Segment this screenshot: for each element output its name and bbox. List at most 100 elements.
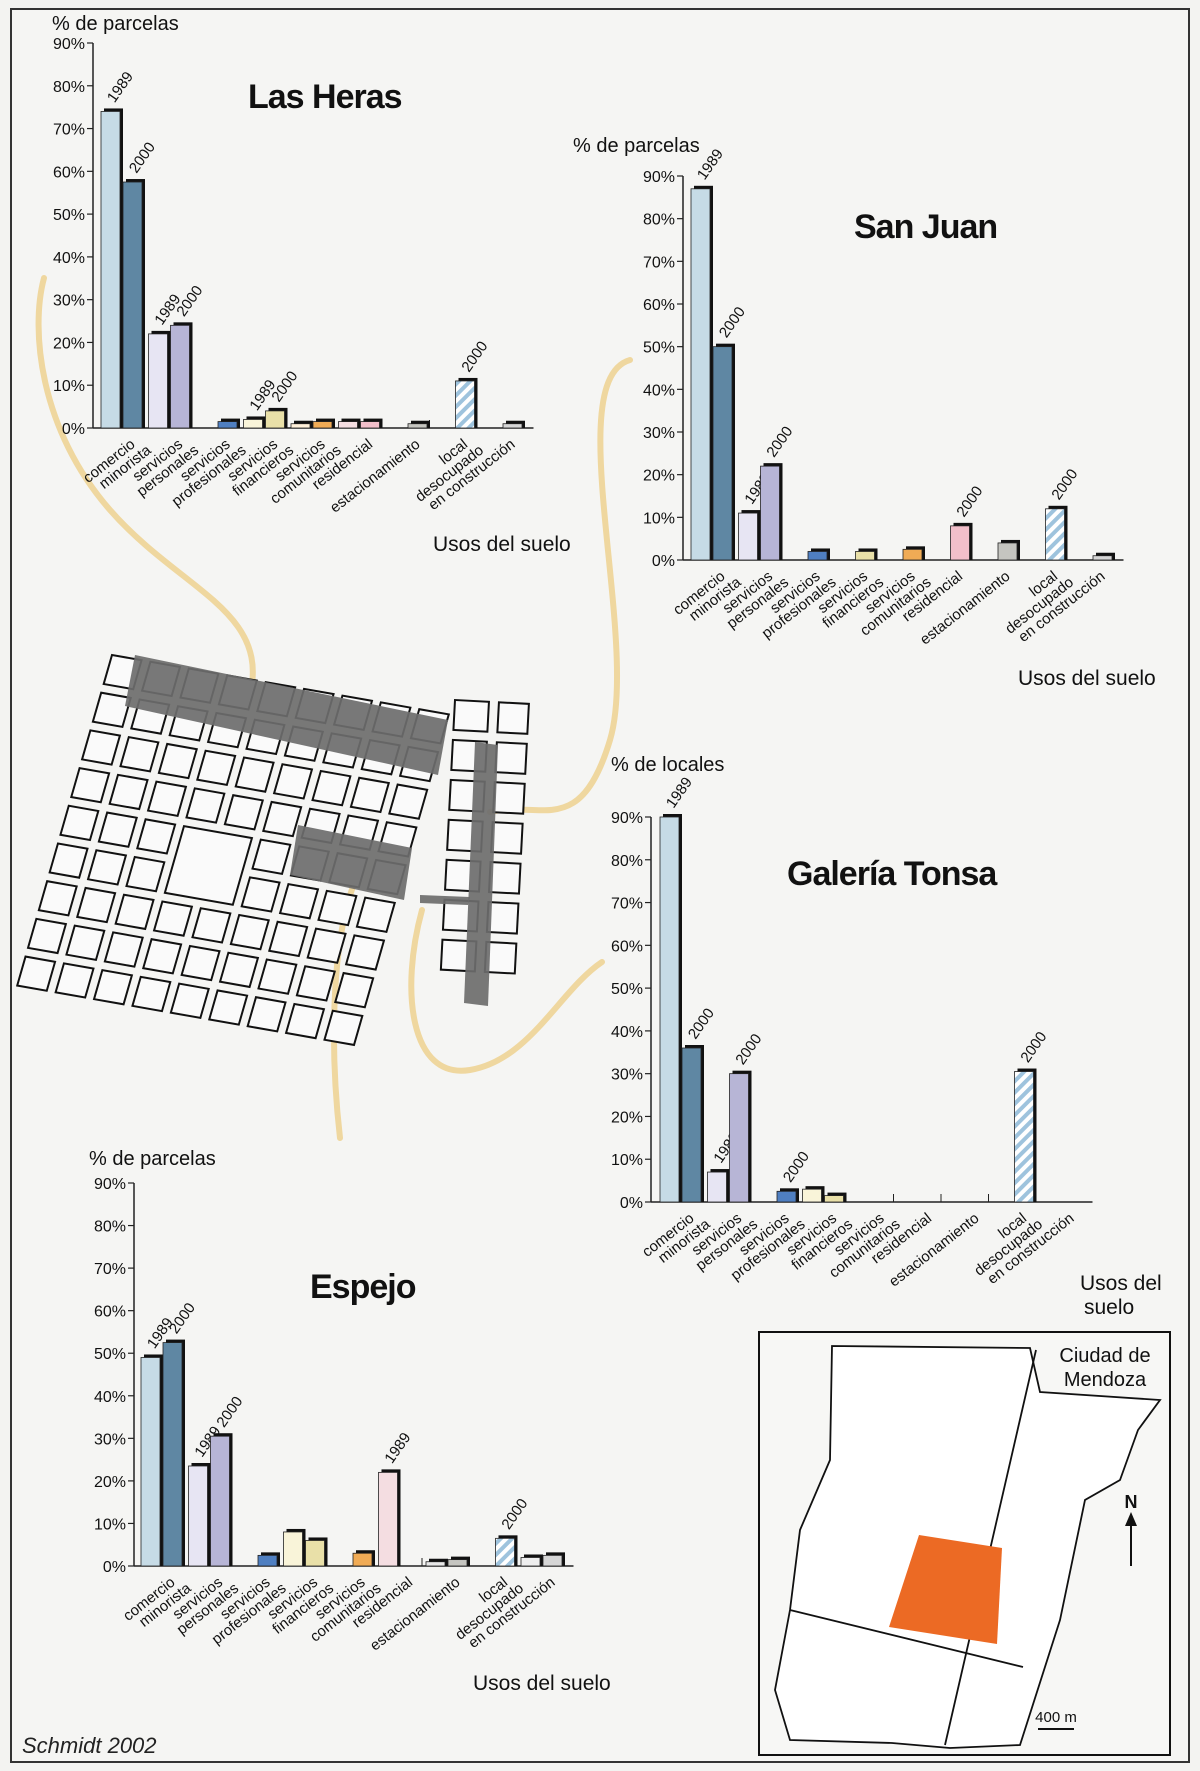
data-label: 2000 — [166, 1300, 199, 1337]
city-block — [278, 882, 320, 920]
y-tick-label: 90% — [643, 169, 675, 186]
bar-2000 — [855, 551, 875, 561]
y-tick-label: 30% — [53, 293, 85, 310]
study-area — [889, 1535, 1002, 1644]
galeria-tonsa — [420, 895, 470, 905]
y-tick-label: 80% — [94, 1219, 126, 1236]
y-tick-label: 70% — [611, 896, 643, 913]
y-tick-label: 30% — [94, 1431, 126, 1448]
bar-2000 — [455, 380, 475, 429]
bar-2000 — [210, 1435, 230, 1567]
y-tick-label: 20% — [94, 1474, 126, 1491]
city-block — [26, 917, 68, 955]
data-label: 1989 — [663, 774, 696, 811]
city-block — [185, 787, 226, 824]
district-map — [15, 653, 530, 1047]
y-tick-label: 70% — [643, 254, 675, 271]
city-block — [207, 989, 249, 1026]
city-block — [108, 773, 149, 811]
city-block — [272, 763, 314, 800]
city-block — [80, 729, 122, 766]
data-label: 2000 — [716, 304, 749, 341]
y-tick-label: 90% — [611, 810, 643, 827]
data-label: 2000 — [268, 368, 301, 405]
north-arrow-head-icon — [1125, 1512, 1137, 1526]
city-block — [136, 818, 177, 855]
city-block — [262, 800, 303, 838]
city-block — [317, 889, 358, 927]
data-label: 2000 — [763, 423, 796, 460]
bar-2000 — [807, 551, 828, 561]
city-block — [496, 701, 530, 735]
data-label: 2000 — [213, 1393, 246, 1430]
data-label: 2000 — [1048, 466, 1081, 503]
city-block — [141, 938, 183, 975]
city-block — [284, 1002, 326, 1040]
y-tick-label: 80% — [643, 212, 675, 229]
bar-2000 — [495, 1537, 515, 1567]
y-tick-label: 50% — [94, 1346, 126, 1363]
y-tick-label: 0% — [62, 421, 85, 438]
y-axis-label: % de locales — [611, 754, 724, 776]
city-block — [131, 975, 172, 1013]
bar-2000 — [997, 542, 1018, 561]
y-tick-label: 50% — [611, 981, 643, 998]
city-block — [91, 691, 132, 729]
city-block — [97, 811, 138, 848]
plaza-block — [163, 824, 254, 906]
inset-road — [789, 1609, 1024, 1668]
bar-2000 — [729, 1073, 749, 1203]
bar-2000 — [712, 346, 733, 561]
y-axis-label: % de parcelas — [89, 1148, 216, 1170]
city-block — [323, 1009, 364, 1047]
city-block — [146, 780, 188, 817]
y-tick-label: 50% — [53, 207, 85, 224]
chart-title: Las Heras — [248, 78, 402, 116]
y-axis-label: % de parcelas — [573, 135, 700, 157]
city-block — [295, 965, 336, 1002]
bar-1989 — [520, 1557, 541, 1567]
data-label: 2000 — [498, 1496, 531, 1533]
y-tick-label: 60% — [611, 938, 643, 955]
city-block — [268, 920, 309, 958]
data-label: 2000 — [685, 1005, 718, 1042]
y-tick-label: 30% — [643, 425, 675, 442]
city-block — [75, 886, 117, 924]
bar-2000 — [447, 1559, 468, 1567]
city-block — [125, 855, 166, 893]
bar-2000 — [502, 423, 523, 429]
bar-1989 — [707, 1171, 727, 1203]
bar-2000 — [542, 1554, 563, 1567]
data-label: 2000 — [126, 139, 159, 176]
bar-2000 — [1014, 1071, 1034, 1203]
y-tick-label: 30% — [611, 1067, 643, 1084]
bar-1989 — [243, 419, 263, 429]
bar-1989 — [148, 333, 168, 429]
city-block — [257, 958, 298, 995]
bar-2000 — [217, 421, 238, 429]
city-block — [306, 927, 347, 964]
connector-curve — [487, 357, 633, 815]
y-tick-label: 40% — [94, 1389, 126, 1406]
city-block — [492, 781, 526, 815]
data-label: 2000 — [173, 283, 206, 320]
city-block — [246, 996, 287, 1033]
chart-1: San Juan % de parcelas Usos del suelo 0% 10%… — [573, 135, 1156, 690]
credit: Schmidt 2002 — [22, 1733, 157, 1758]
y-tick-label: 80% — [611, 853, 643, 870]
bar-2000 — [1092, 555, 1113, 561]
city-block — [114, 893, 155, 931]
connector-curve — [35, 275, 256, 698]
y-tick-label: 80% — [53, 79, 85, 96]
y-tick-label: 60% — [643, 297, 675, 314]
data-label: 2000 — [953, 483, 986, 520]
y-tick-label: 20% — [643, 468, 675, 485]
data-label: 1989 — [104, 69, 137, 106]
x-axis-label: Usos del suelo — [433, 533, 571, 556]
bar-2000 — [122, 181, 143, 429]
x-axis-label: suelo — [1084, 1296, 1134, 1319]
